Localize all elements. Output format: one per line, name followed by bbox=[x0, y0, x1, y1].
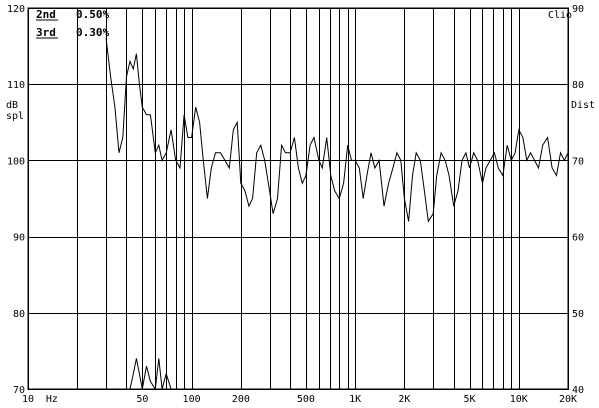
x-ticks: 10 Hz 50 100 200 500 1K 2K 5K 10K 20K bbox=[22, 394, 577, 405]
x-tick-label: Hz bbox=[46, 394, 58, 405]
legend: 2nd 0.50% 3rd 0.30% bbox=[36, 8, 109, 39]
y2-ticks: 40 50 60 70 80 90 bbox=[572, 4, 584, 396]
y2-axis-label: Dist bbox=[571, 100, 595, 111]
legend-value-3rd: 0.30% bbox=[76, 26, 109, 39]
x-tick-label: 10K bbox=[510, 394, 528, 405]
y2-tick-label: 40 bbox=[572, 385, 584, 396]
y-axis-label: dB spl bbox=[6, 100, 24, 122]
y2-tick-label: 80 bbox=[572, 80, 584, 91]
series-group bbox=[105, 38, 569, 391]
brand-label: Clio bbox=[548, 10, 572, 21]
y-tick-label: 70 bbox=[13, 385, 25, 396]
legend-label-2nd: 2nd bbox=[36, 8, 56, 21]
y-tick-label: 90 bbox=[13, 233, 25, 244]
series-line-1 bbox=[105, 38, 569, 223]
x-tick-label: 100 bbox=[183, 394, 201, 405]
y-axis-label-line-1: dB bbox=[6, 100, 18, 111]
plot-frame bbox=[27, 7, 569, 390]
y2-tick-label: 70 bbox=[572, 156, 584, 167]
x-tick-label: 20K bbox=[559, 394, 577, 405]
x-tick-label: 50 bbox=[136, 394, 148, 405]
y-tick-label: 110 bbox=[7, 80, 25, 91]
y-tick-label: 100 bbox=[7, 156, 25, 167]
x-tick-label: 200 bbox=[232, 394, 250, 405]
legend-label-3rd: 3rd bbox=[36, 26, 56, 39]
x-tick-label: 5K bbox=[463, 394, 475, 405]
x-tick-label: 2K bbox=[398, 394, 410, 405]
y2-tick-label: 50 bbox=[572, 309, 584, 320]
y2-tick-label: 90 bbox=[572, 4, 584, 15]
y-axis-label-line-2: spl bbox=[6, 111, 24, 122]
x-tick-label: 500 bbox=[297, 394, 315, 405]
x-tick-label: 10 bbox=[22, 394, 34, 405]
y-tick-label: 120 bbox=[7, 4, 25, 15]
y-ticks: 70 80 90 100 110 120 bbox=[7, 4, 25, 396]
y2-tick-label: 60 bbox=[572, 233, 584, 244]
x-tick-label: 1K bbox=[349, 394, 361, 405]
legend-value-2nd: 0.50% bbox=[76, 8, 109, 21]
y-tick-label: 80 bbox=[13, 309, 25, 320]
